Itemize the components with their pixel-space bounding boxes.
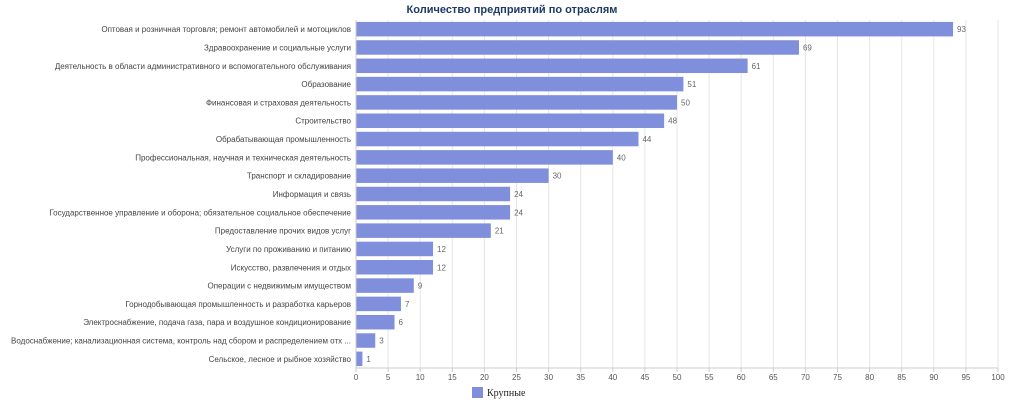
bar[interactable] [356, 58, 748, 74]
data-label: 24 [514, 208, 523, 217]
category-label: Финансовая и страховая деятельность [206, 98, 351, 107]
category-label: Информация и связь [273, 190, 351, 199]
x-tick-label: 20 [480, 373, 489, 382]
category-label: Образование [301, 80, 351, 89]
category-label: Операции с недвижимым имуществом [207, 282, 351, 291]
category-label: Предоставление прочих видов услуг [215, 227, 351, 236]
bar[interactable] [356, 314, 395, 330]
bar[interactable] [356, 205, 511, 220]
category-label: Водоснабжение; канализационная система, … [11, 337, 351, 346]
bar[interactable] [356, 150, 613, 165]
bar[interactable] [356, 168, 549, 183]
data-label: 30 [553, 172, 562, 181]
x-tick-label: 5 [386, 373, 391, 382]
legend[interactable]: Крупные [472, 387, 526, 399]
category-label: Профессиональная, научная и техническая … [135, 153, 351, 162]
category-label: Строительство [295, 117, 351, 126]
chart-title: Количество предприятий по отраслям [407, 4, 618, 16]
x-tick-label: 25 [512, 373, 521, 382]
category-labels: Оптовая и розничная торговля; ремонт авт… [11, 25, 352, 364]
x-tick-label: 90 [929, 373, 938, 382]
x-tick-label: 60 [737, 373, 746, 382]
bar[interactable] [356, 223, 491, 238]
data-label: 21 [495, 227, 504, 236]
data-label: 1 [366, 355, 371, 364]
data-label: 9 [418, 282, 423, 291]
data-label: 12 [437, 245, 446, 254]
data-label: 44 [642, 135, 651, 144]
x-tick-label: 15 [448, 373, 457, 382]
x-tick-label: 55 [705, 373, 714, 382]
x-tick-label: 65 [769, 373, 778, 382]
category-label: Сельское, лесное и рыбное хозяйство [209, 355, 352, 364]
bar[interactable] [356, 113, 665, 128]
data-label: 12 [437, 263, 446, 272]
bar[interactable] [356, 333, 376, 348]
bar[interactable] [356, 40, 799, 55]
bar[interactable] [356, 296, 401, 312]
x-tick-label: 40 [608, 373, 617, 382]
category-label: Электроснабжение, подача газа, пара и во… [83, 318, 351, 327]
category-label: Горнодобывающая промышленность и разрабо… [125, 300, 351, 309]
x-tick-label: 95 [961, 373, 970, 382]
data-label: 51 [687, 80, 696, 89]
data-label: 93 [957, 25, 966, 34]
x-tick-label: 45 [640, 373, 649, 382]
bar[interactable] [356, 76, 684, 92]
category-label: Здравоохранение и социальные услуги [204, 43, 351, 52]
x-tick-label: 75 [833, 373, 842, 382]
x-tick-label: 10 [416, 373, 425, 382]
x-tick-label: 100 [991, 373, 1005, 382]
category-label: Искусство, развлечения и отдых [231, 263, 351, 272]
bar[interactable] [356, 95, 677, 110]
x-tick-label: 70 [801, 373, 810, 382]
x-axis: 0 5 10 15 20 25 30 35 40 45 50 55 60 65 70 75 80 85 90 95 10… [354, 20, 1005, 382]
x-tick-label: 0 [354, 373, 359, 382]
bar[interactable] [356, 186, 511, 202]
data-label: 69 [803, 43, 812, 52]
data-label: 24 [514, 190, 523, 199]
data-label: 7 [405, 300, 410, 309]
bar[interactable] [356, 260, 434, 275]
bar[interactable] [356, 278, 414, 293]
bars: 93 69 61 51 50 48 44 40 30 24 24 21 12 12 976 31 [356, 21, 967, 367]
data-label: 48 [668, 117, 677, 126]
bar[interactable] [356, 131, 639, 147]
category-label: Обрабатывающая промышленность [216, 135, 351, 144]
data-label: 6 [399, 318, 404, 327]
legend-swatch [472, 387, 483, 398]
bar[interactable] [356, 21, 954, 37]
bar[interactable] [356, 241, 434, 257]
category-label: Оптовая и розничная торговля; ремонт авт… [101, 25, 351, 34]
category-label: Деятельность в области административного… [55, 62, 351, 71]
x-tick-label: 35 [576, 373, 585, 382]
x-tick-label: 30 [544, 373, 553, 382]
x-tick-label: 50 [673, 373, 682, 382]
bar[interactable] [356, 351, 363, 367]
x-tick-label: 85 [897, 373, 906, 382]
category-label: Транспорт и складирование [247, 172, 352, 181]
data-label: 61 [752, 62, 761, 71]
category-label: Услуги по проживанию и питанию [226, 245, 351, 254]
legend-label: Крупные [487, 388, 526, 399]
x-tick-label: 80 [865, 373, 874, 382]
data-label: 50 [681, 98, 690, 107]
category-label: Государственное управление и оборона; об… [49, 208, 351, 217]
data-label: 40 [617, 153, 626, 162]
data-label: 3 [379, 337, 384, 346]
